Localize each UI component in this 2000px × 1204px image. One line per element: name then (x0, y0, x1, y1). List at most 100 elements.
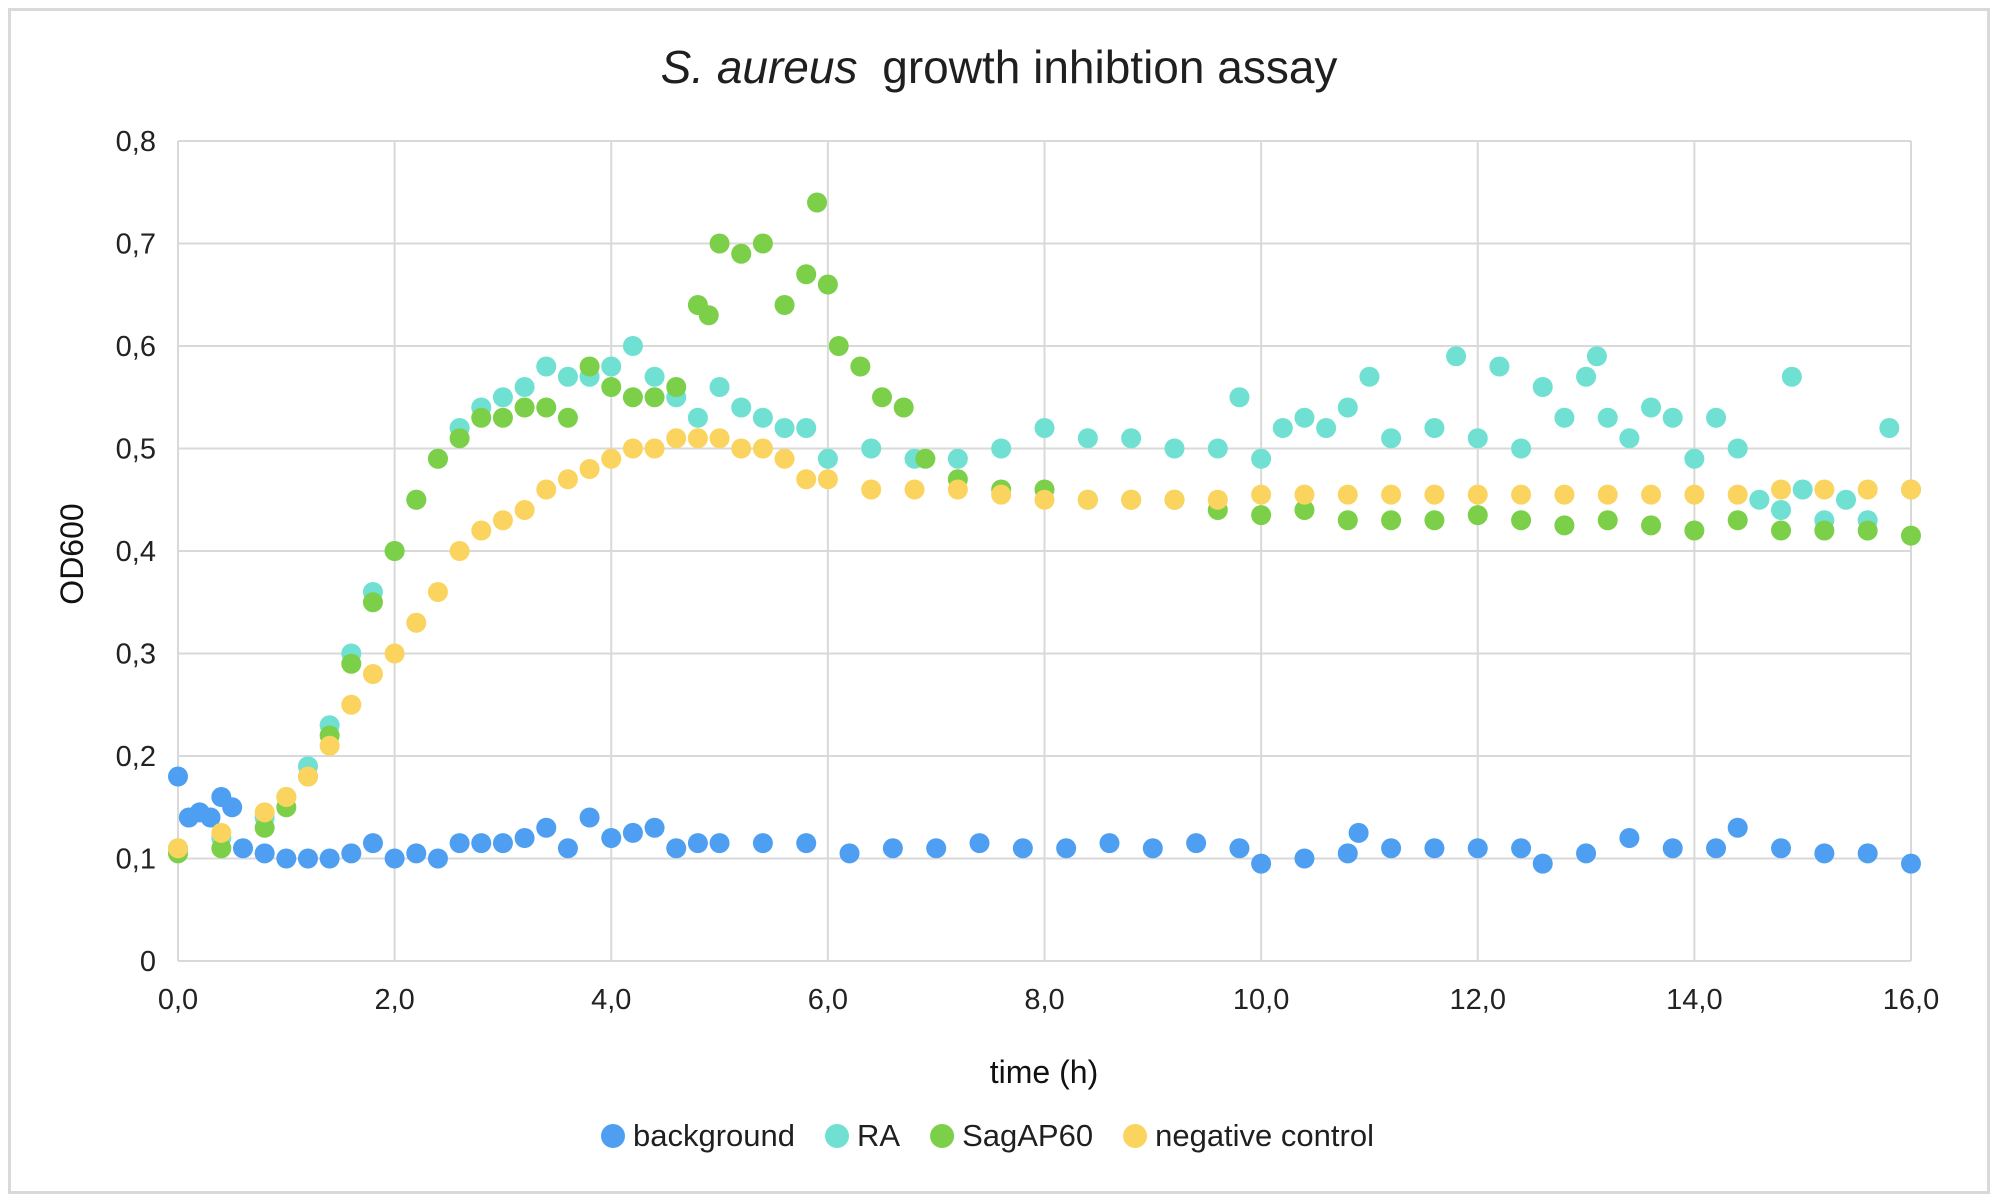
data-point-background (1099, 833, 1120, 854)
data-point-sagap60 (752, 233, 773, 254)
data-point-background (492, 833, 513, 854)
data-point-ra (1706, 407, 1727, 428)
data-point-ra (1554, 407, 1575, 428)
data-point-sagap60 (1467, 505, 1488, 526)
data-point-ra (1077, 428, 1098, 449)
y-tick-label: 0,8 (116, 126, 156, 158)
data-point-negative-control (384, 643, 405, 664)
data-point-ra (1359, 366, 1380, 387)
data-point-negative-control (622, 438, 643, 459)
data-point-sagap60 (384, 541, 405, 561)
data-point-background (1424, 838, 1445, 859)
data-point-background (536, 817, 557, 838)
data-point-ra (861, 438, 882, 459)
data-point-ra (1641, 397, 1662, 418)
data-point-sagap60 (915, 448, 936, 469)
data-point-ra (1164, 438, 1185, 459)
data-point-negative-control (666, 428, 687, 449)
data-point-negative-control (579, 459, 600, 479)
data-point-background (1771, 838, 1792, 859)
data-point-negative-control (1121, 489, 1142, 510)
data-point-ra (1792, 479, 1813, 500)
data-point-ra (1532, 377, 1553, 397)
data-point-negative-control (449, 541, 470, 561)
data-point-background (1706, 838, 1727, 859)
y-axis-ticks: 0 0,1 0,2 0,3 0,4 0,5 0,6 0,7 0,8 (116, 126, 156, 978)
data-point-sagap60 (1597, 510, 1618, 531)
data-point-sagap60 (817, 274, 838, 295)
y-tick-label: 0,7 (116, 229, 156, 261)
data-point-negative-control (709, 428, 730, 449)
data-point-background (1294, 848, 1315, 869)
data-point-negative-control (1207, 489, 1228, 510)
data-point-ra (1337, 397, 1358, 418)
data-point-ra (536, 356, 557, 377)
data-point-sagap60 (807, 192, 828, 213)
data-point-sagap60 (341, 653, 362, 674)
y-tick-label: 0,6 (116, 331, 156, 363)
data-point-negative-control (644, 438, 665, 459)
data-point-sagap60 (731, 243, 752, 264)
data-point-sagap60 (406, 489, 427, 510)
x-tick-label: 6,0 (808, 984, 848, 1016)
data-point-sagap60 (666, 377, 687, 397)
data-point-sagap60 (427, 448, 448, 469)
data-point-negative-control (1251, 484, 1272, 505)
data-point-ra (557, 366, 578, 387)
data-point-background (579, 807, 600, 828)
data-point-background (276, 848, 297, 869)
data-point-sagap60 (850, 356, 871, 377)
data-point-ra (817, 448, 838, 469)
data-point-background (1857, 843, 1878, 864)
data-point-background (839, 843, 860, 864)
data-point-ra (1381, 428, 1402, 449)
data-point-ra (947, 448, 968, 469)
data-point-negative-control (254, 802, 275, 823)
data-point-background (362, 833, 383, 854)
data-point-negative-control (1597, 484, 1618, 505)
chart-title: S. aureus growth inhibtion assay (661, 41, 1338, 93)
data-point-sagap60 (1424, 510, 1445, 531)
data-point-sagap60 (492, 407, 513, 428)
data-point-background (1814, 843, 1835, 864)
data-point-background (1576, 843, 1597, 864)
data-point-negative-control (817, 469, 838, 490)
data-point-ra (622, 336, 643, 356)
data-point-sagap60 (449, 428, 470, 449)
data-point-negative-control (601, 448, 622, 469)
data-point-negative-control (1294, 484, 1315, 505)
data-point-sagap60 (579, 356, 600, 377)
data-point-background (1229, 838, 1250, 859)
x-tick-label: 14,0 (1666, 984, 1722, 1016)
data-point-sagap60 (254, 817, 275, 838)
data-point-negative-control (861, 479, 882, 500)
data-point-background (926, 838, 947, 859)
data-point-ra (752, 407, 773, 428)
legend-item-sagap60: SagAP60 (930, 1118, 1093, 1153)
data-point-ra (1781, 366, 1802, 387)
data-point-ra (1662, 407, 1683, 428)
data-point-negative-control (406, 612, 427, 633)
data-point-background (1251, 853, 1272, 874)
data-point-negative-control (362, 664, 383, 684)
data-point-sagap60 (644, 387, 665, 408)
data-point-ra (1749, 489, 1770, 510)
data-point-ra (1207, 438, 1228, 459)
data-point-background (319, 848, 340, 869)
data-point-ra (1511, 438, 1532, 459)
x-tick-label: 4,0 (591, 984, 631, 1016)
data-point-sagap60 (1294, 500, 1315, 520)
data-point-sagap60 (796, 264, 817, 285)
data-point-background (1056, 838, 1077, 859)
data-point-background (1337, 843, 1358, 864)
data-point-sagap60 (872, 387, 893, 408)
y-tick-label: 0,2 (116, 741, 156, 773)
series-background (168, 766, 1921, 874)
data-point-negative-control (1424, 484, 1445, 505)
data-point-ra (709, 377, 730, 397)
legend-item-background: background (601, 1118, 795, 1153)
data-point-ra (1251, 448, 1272, 469)
data-point-negative-control (1727, 484, 1748, 505)
data-point-negative-control (514, 500, 535, 520)
legend-label: RA (857, 1118, 900, 1153)
